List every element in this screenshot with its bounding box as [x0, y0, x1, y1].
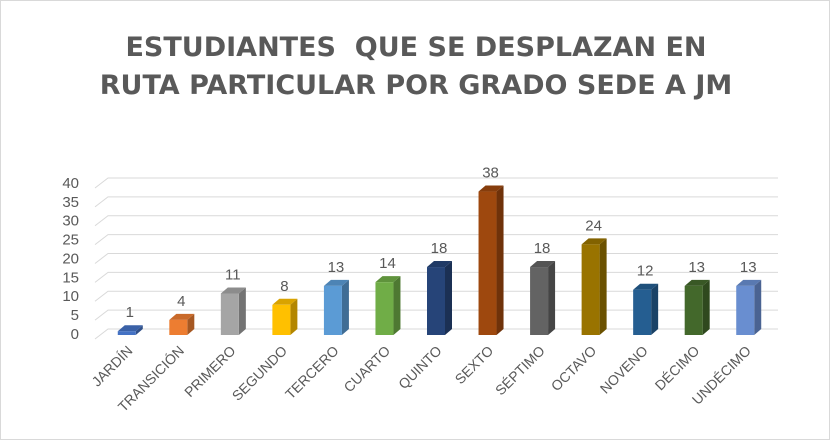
bar-side: [393, 276, 401, 335]
grid-line: [94, 234, 778, 246]
value-label: 18: [431, 240, 448, 257]
value-label: 12: [637, 263, 654, 280]
bar-front: [272, 304, 291, 335]
bar: [323, 279, 349, 335]
y-tick-label: 5: [71, 307, 79, 324]
y-tick-label: 15: [62, 269, 79, 286]
bar-top: [220, 287, 246, 294]
bar: [427, 261, 452, 335]
bar-side: [651, 283, 659, 335]
value-label: 13: [688, 259, 705, 276]
value-label: 24: [585, 217, 602, 234]
grid-line: [94, 196, 778, 208]
chart-title: ESTUDIANTES QUE SE DESPLAZAN EN RUTA PAR…: [99, 32, 733, 101]
bar: [736, 279, 762, 335]
bar-side: [599, 238, 607, 335]
x-tick-label: TERCERO: [282, 342, 342, 402]
x-tick-label: DÉCIMO: [652, 342, 703, 393]
y-tick-label: 20: [62, 250, 79, 267]
x-tick-label: QUINTO: [395, 342, 445, 392]
bar-side: [135, 325, 143, 335]
value-label: 13: [740, 259, 757, 276]
bar-front: [581, 244, 600, 335]
bar-top: [117, 325, 143, 332]
value-label: 11: [225, 266, 241, 283]
value-label: 8: [280, 278, 288, 295]
bar: [220, 287, 246, 335]
y-tick-label: 25: [62, 232, 79, 249]
bar-side: [238, 287, 246, 335]
bar-front: [736, 285, 755, 335]
y-tick-label: 40: [62, 175, 79, 192]
bar-front: [117, 331, 136, 335]
bar-side: [496, 185, 504, 335]
grid-line: [94, 215, 778, 227]
bar-side: [548, 261, 556, 335]
bar-front: [169, 319, 188, 335]
bar-side: [290, 298, 298, 335]
bar-front: [427, 267, 445, 335]
bar-front: [633, 289, 652, 335]
bar-side: [445, 261, 452, 335]
y-tick-label: 0: [71, 326, 79, 343]
value-label: 14: [379, 255, 396, 272]
bar: [375, 276, 401, 335]
bar-front: [375, 282, 394, 335]
bar-side: [341, 279, 349, 335]
bar: [478, 185, 504, 335]
bar-top: [736, 279, 762, 286]
value-label: 13: [328, 259, 345, 276]
bar: [581, 238, 607, 335]
x-tick-label: NOVENO: [597, 342, 651, 396]
bar: [633, 283, 659, 335]
x-tick-label: SEXTO: [452, 342, 497, 387]
bar-front: [220, 293, 239, 335]
x-tick-label: JARDÍN: [88, 342, 135, 389]
x-tick-label: SÉPTIMO: [492, 342, 548, 398]
bar-side: [187, 313, 195, 335]
y-tick-label: 30: [62, 213, 79, 230]
bar: [530, 261, 556, 335]
value-label: 18: [534, 240, 551, 257]
bar-top: [272, 298, 298, 305]
bar-side: [754, 279, 762, 335]
bar: [684, 279, 710, 335]
x-tick-label: SEGUNDO: [229, 342, 290, 403]
value-label: 1: [126, 304, 134, 321]
x-tick-label: CUARTO: [340, 342, 393, 395]
bar: [169, 313, 195, 335]
bar-front: [530, 267, 549, 335]
bar-front: [684, 285, 703, 335]
grid-line: [94, 253, 778, 264]
bar-top: [478, 185, 504, 192]
x-tick-label: OCTAVO: [548, 342, 600, 394]
bar-top: [530, 261, 556, 268]
bar-side: [702, 279, 710, 335]
bar-top: [169, 313, 195, 320]
bar-top: [375, 276, 401, 283]
bar: [272, 298, 298, 335]
value-label: 4: [177, 293, 185, 310]
value-label: 38: [482, 165, 499, 182]
bar: [117, 325, 143, 335]
grid-line: [94, 177, 778, 189]
bar-top: [684, 279, 710, 286]
bar-front: [478, 191, 497, 335]
bar-top: [633, 283, 659, 290]
bar-front: [323, 285, 342, 335]
bar-top: [581, 238, 607, 245]
y-tick-label: 35: [62, 194, 79, 211]
bar-top: [323, 279, 349, 286]
bar-top: [427, 261, 452, 268]
y-tick-label: 10: [62, 288, 79, 305]
